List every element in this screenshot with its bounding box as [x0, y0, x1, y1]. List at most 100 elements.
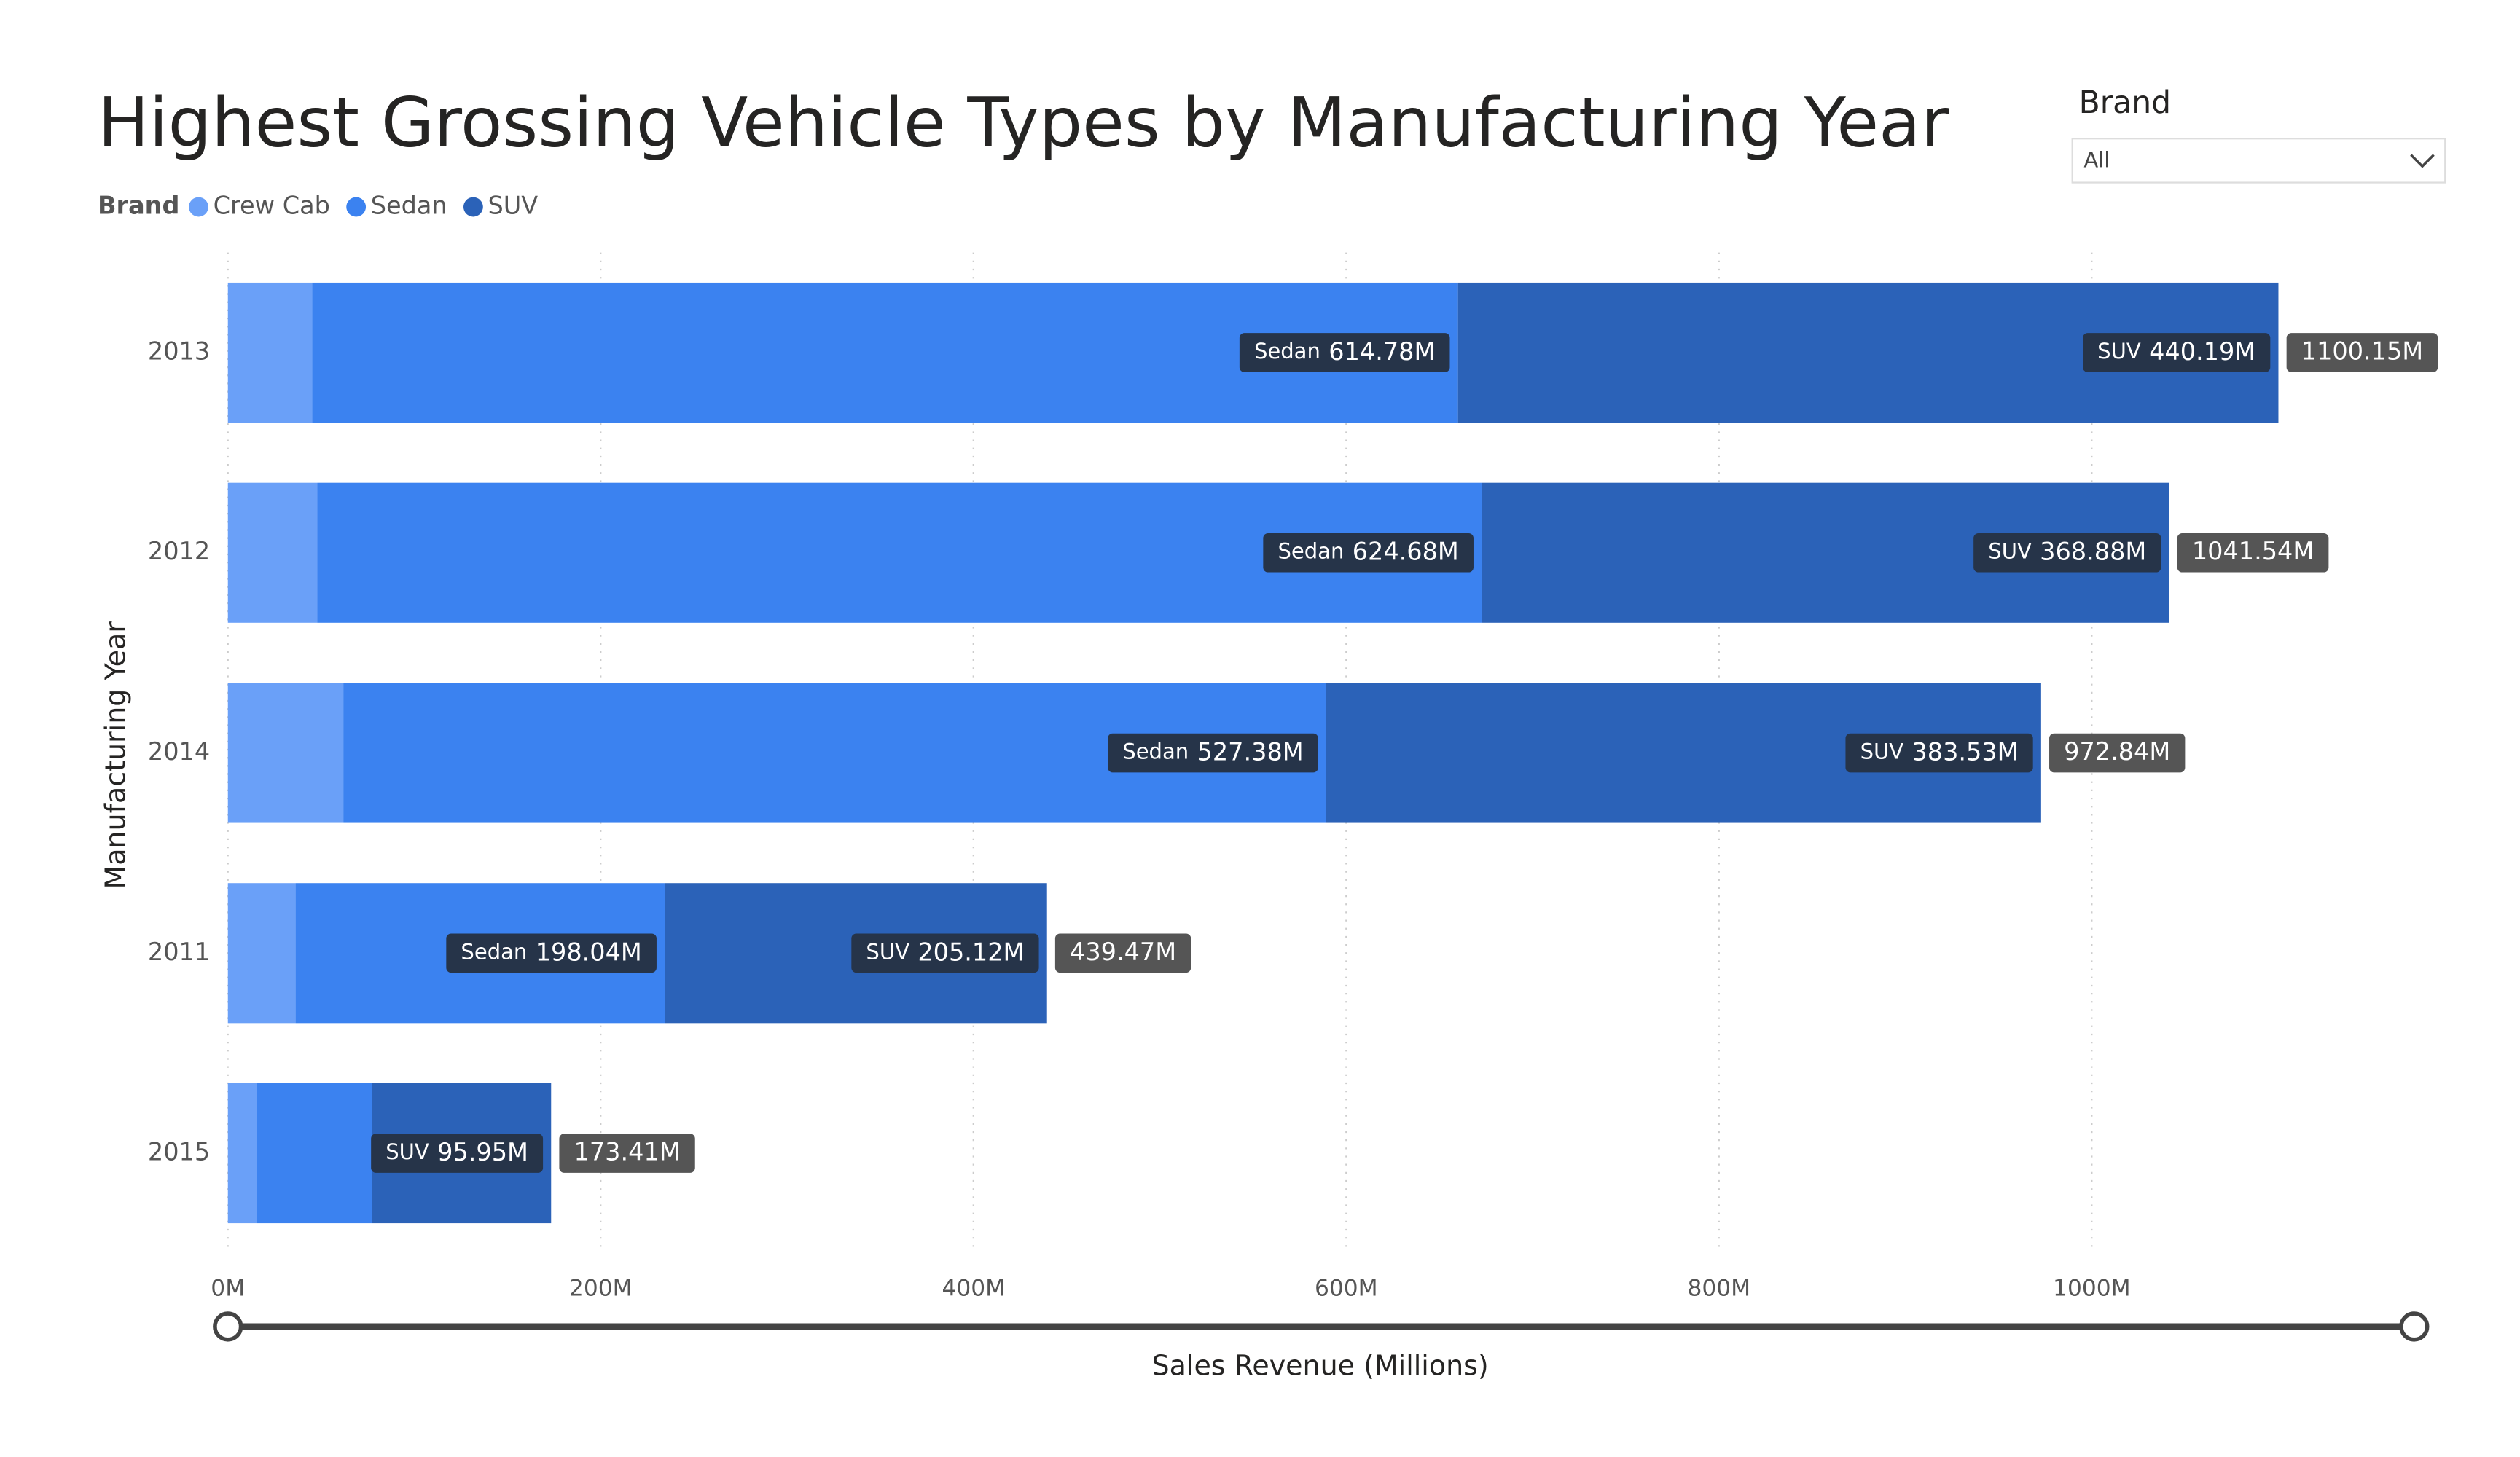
x-tick-label: 400M	[942, 1276, 1005, 1302]
data-label-text: SUV 383.53M	[1860, 737, 2019, 767]
bar-segment	[227, 282, 313, 423]
data-label-text: SUV 368.88M	[1988, 537, 2146, 567]
total-label-text: 1041.54M	[2192, 537, 2314, 565]
data-label-text: SUV 205.12M	[866, 937, 1024, 967]
y-tick-label: 2014	[148, 737, 210, 766]
data-label-text: SUV 440.19M	[2097, 337, 2255, 366]
dropdown-box[interactable]	[2071, 138, 2446, 184]
total-label: 1100.15M	[2286, 333, 2438, 372]
total-label: 173.41M	[559, 1134, 695, 1173]
bar-segment	[227, 1083, 257, 1224]
data-label-bg	[2083, 333, 2271, 372]
y-tick-label: 2013	[148, 337, 210, 365]
data-label-text: Sedan 198.04M	[461, 937, 641, 967]
label-box	[1239, 333, 1450, 372]
chart-title: Highest Grossing Vehicle Types by Manufa…	[98, 83, 1949, 162]
label-box	[1845, 733, 2033, 773]
legend-marker	[189, 197, 208, 217]
label-box	[446, 933, 657, 973]
data-label-series: SUV	[1860, 739, 1904, 764]
data-label-value: 95.95M	[437, 1138, 528, 1166]
label-box	[2049, 733, 2186, 773]
data-label: SUV 205.12M	[851, 933, 1039, 973]
legend-marker	[463, 197, 483, 217]
data-label-value: 368.88M	[2040, 537, 2146, 565]
data-label-series: SUV	[1988, 539, 2032, 564]
label-box	[559, 1134, 695, 1173]
data-label-value: 624.68M	[1353, 537, 1459, 565]
data-label-bg	[1108, 733, 1318, 773]
data-label-value: 614.78M	[1329, 337, 1435, 365]
dropdown-chevron[interactable]	[2410, 154, 2435, 168]
slicer-dropdown[interactable]: All	[2071, 138, 2446, 184]
dropdown-value[interactable]: All	[2083, 148, 2110, 173]
total-label-bg	[559, 1134, 695, 1173]
label-box	[1054, 933, 1191, 973]
label-box	[1108, 733, 1318, 773]
x-axis-title: Sales Revenue (Millions)	[1152, 1349, 1489, 1381]
total-label-bg	[2049, 733, 2186, 773]
data-label-value: 527.38M	[1197, 737, 1304, 766]
y-tick-label: 2012	[148, 537, 210, 565]
legend-title: Brand	[98, 192, 179, 220]
slicer-title: Brand	[2079, 85, 2171, 121]
data-label-value: 198.04M	[536, 938, 642, 966]
total-label-text: 1100.15M	[2301, 337, 2423, 365]
total-label-bg	[2286, 333, 2438, 372]
range-slider-handle[interactable]	[2399, 1311, 2430, 1342]
label-box	[851, 933, 1039, 973]
total-label: 972.84M	[2049, 733, 2186, 773]
legend-label: SUV	[488, 192, 539, 220]
y-tick-label: 2015	[148, 1138, 210, 1166]
data-label-value: 440.19M	[2149, 337, 2255, 365]
total-label-bg	[1054, 933, 1191, 973]
data-label: SUV 440.19M	[2083, 333, 2271, 372]
y-tick-label: 2011	[148, 938, 210, 966]
total-label-text: 439.47M	[1070, 938, 1176, 966]
bar-segment	[227, 683, 344, 823]
data-label-bg	[851, 933, 1039, 973]
data-label-bg	[371, 1134, 544, 1173]
x-tick-label: 0M	[211, 1276, 245, 1302]
data-label-bg	[1239, 333, 1450, 372]
data-label-series: SUV	[866, 939, 909, 964]
data-label-text: Sedan 624.68M	[1277, 537, 1458, 567]
data-label: SUV 95.95M	[371, 1134, 544, 1173]
label-box	[2083, 333, 2271, 372]
legend-label: Crew Cab	[214, 192, 330, 220]
label-box	[1973, 533, 2161, 573]
x-tick-label: 600M	[1315, 1276, 1378, 1302]
data-label-text: SUV 95.95M	[386, 1137, 528, 1167]
data-label: Sedan 624.68M	[1263, 533, 1474, 573]
data-label-series: SUV	[2097, 339, 2141, 364]
y-axis-title: Manufacturing Year	[99, 621, 131, 889]
label-box	[2177, 533, 2329, 573]
legend-marker	[346, 197, 367, 217]
total-label-text: 173.41M	[574, 1138, 681, 1166]
label-box	[2286, 333, 2438, 372]
data-label-series: Sedan	[1277, 539, 1344, 564]
bar-segment	[227, 883, 296, 1024]
x-tick-label: 800M	[1687, 1276, 1750, 1302]
label-box	[371, 1134, 544, 1173]
data-label-text: Sedan 527.38M	[1122, 737, 1303, 767]
data-label-bg	[1973, 533, 2161, 573]
range-slider-handle[interactable]	[213, 1311, 243, 1342]
total-label: 1041.54M	[2177, 533, 2329, 573]
data-label-series: Sedan	[461, 939, 527, 964]
data-label-value: 383.53M	[1911, 737, 2018, 766]
data-label-series: SUV	[386, 1139, 429, 1164]
label-box	[1263, 533, 1474, 573]
data-label-value: 205.12M	[917, 938, 1024, 966]
data-label: Sedan 198.04M	[446, 933, 657, 973]
total-label: 439.47M	[1054, 933, 1191, 973]
bar-segment	[257, 1083, 372, 1224]
total-label-bg	[2177, 533, 2329, 573]
x-tick-label: 1000M	[2053, 1276, 2131, 1302]
data-label: Sedan 527.38M	[1108, 733, 1318, 773]
data-label: SUV 368.88M	[1973, 533, 2161, 573]
legend-label: Sedan	[371, 192, 447, 220]
data-label-bg	[446, 933, 657, 973]
x-tick-label: 200M	[569, 1276, 633, 1302]
